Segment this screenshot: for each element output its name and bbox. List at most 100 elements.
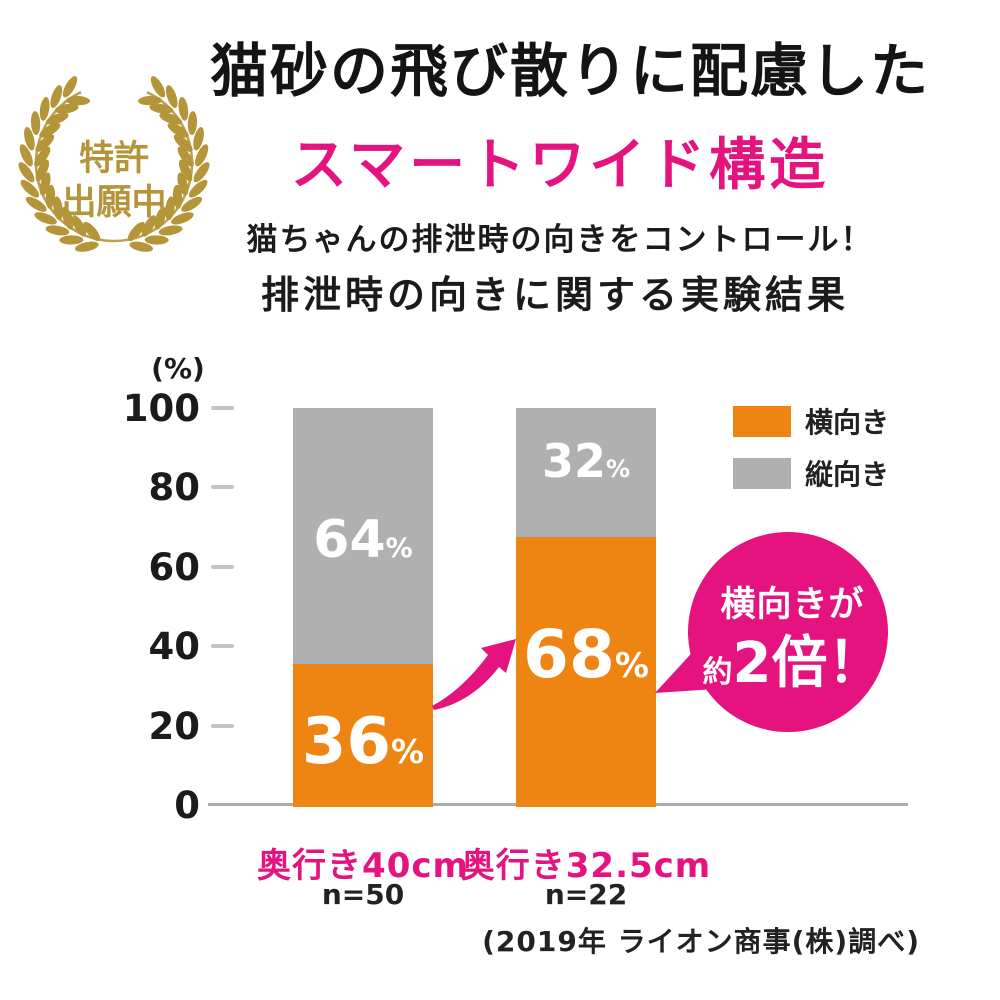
wreath-leaf <box>149 103 174 114</box>
wreath-leaf <box>83 221 101 242</box>
wreath-leaf <box>50 85 63 109</box>
y-tick-label: 60 <box>148 545 201 589</box>
bar-value-label: 68% <box>516 615 656 693</box>
bar-value-percent-sign: % <box>385 533 413 564</box>
wreath-leaf <box>35 134 55 152</box>
y-tick-dash <box>211 723 234 728</box>
wreath-leaf <box>54 103 79 114</box>
wreath-leaf <box>158 225 183 236</box>
wreath-leaf <box>167 122 189 138</box>
wreath-leaf <box>18 162 35 183</box>
wreath-leaf <box>195 144 209 167</box>
wreath-ring <box>34 91 194 243</box>
wreath-leaf <box>178 96 189 121</box>
wreath-leaf <box>59 235 84 245</box>
wreath-leaf <box>172 184 183 209</box>
category-label: 奥行き40cm <box>257 846 469 886</box>
wreath-leaf <box>66 96 90 106</box>
sub-title-pink: スマートワイド構造 <box>290 133 830 198</box>
category-label: 奥行き32.5cm <box>460 846 712 886</box>
wreath-leaf <box>171 212 194 225</box>
bar-value-label: 36% <box>293 710 433 774</box>
bar-value-number: 68 <box>523 615 615 693</box>
y-tick-dash <box>211 406 234 410</box>
chart-heading: 排泄時の向きに関する実験結果 <box>260 273 849 317</box>
legend-item: 縦向き <box>733 453 889 493</box>
wreath-leaf <box>53 196 63 221</box>
bubble-text-small: 約 <box>702 655 733 690</box>
bar-segment: 64% <box>293 408 433 663</box>
wreath-leaf <box>141 215 156 237</box>
bubble-text-line2: 約2倍！ <box>688 618 898 699</box>
y-tick-dash <box>211 485 234 490</box>
wreath-leaf <box>154 206 167 230</box>
wreath-leaf <box>34 212 57 225</box>
callout-bubble <box>655 532 888 732</box>
wreath-leaf <box>181 196 203 212</box>
legend-label: 横向き <box>805 406 890 439</box>
wreath-leaf <box>75 241 99 252</box>
wreath-leaf <box>25 196 47 212</box>
bar-value-number: 32 <box>541 433 606 488</box>
y-tick-label: 80 <box>148 466 201 510</box>
bar-segment: 68% <box>516 535 656 807</box>
legend-swatch-icon <box>733 457 791 489</box>
wreath-leaf <box>159 112 183 125</box>
bubble-circle <box>688 532 888 732</box>
badge-text-line2: 出願中 <box>61 183 166 223</box>
wreath-leaf <box>144 235 169 245</box>
y-tick-label: 100 <box>122 387 200 430</box>
wreath-leaf <box>62 76 78 98</box>
lead-text: 猫ちゃんの排泄時の向きをコントロール！ <box>246 222 874 258</box>
wreath-leaf <box>129 241 153 252</box>
wreath-leaf <box>173 134 193 152</box>
wreath-leaf <box>20 179 40 198</box>
wreath-leaf <box>24 127 35 151</box>
wreath-leaf <box>19 144 33 167</box>
bar-value-percent-sign: % <box>605 454 631 483</box>
bar-value-percent-sign: % <box>614 645 649 686</box>
main-title: 猫砂の飛び散りに配慮した <box>209 37 930 105</box>
wreath-leaf <box>150 76 166 98</box>
wreath-leaf <box>188 179 208 198</box>
patent-badge: 特許 出願中 <box>18 76 210 252</box>
wreath-leaf <box>187 111 198 136</box>
wreath-leaf <box>35 159 50 182</box>
y-tick-label: 0 <box>174 784 200 827</box>
wreath-leaf <box>193 162 210 183</box>
wreath-leaf <box>45 225 70 236</box>
wreath-leaf <box>45 184 56 209</box>
increase-arrow-icon <box>432 639 516 710</box>
wreath-leaf <box>39 122 61 138</box>
badge-text-line1: 特許 <box>79 139 149 179</box>
legend-item: 横向き <box>733 401 889 441</box>
sample-size-label: n=50 <box>321 878 405 911</box>
bar-value-percent-sign: % <box>390 732 425 772</box>
bar-value-number: 64 <box>313 510 386 570</box>
wreath-leaf <box>39 96 50 121</box>
wreath-leaf <box>178 159 193 182</box>
wreath-leaf <box>45 112 69 125</box>
wreath-leaf <box>34 146 51 167</box>
legend-label: 縦向き <box>805 458 890 491</box>
y-axis-unit: (%) <box>151 352 205 385</box>
wreath-leaf <box>165 196 175 221</box>
bar-value-label: 32% <box>516 438 656 484</box>
wreath-leaf <box>177 146 194 167</box>
source-note: (2019年 ライオン商事(株)調べ) <box>482 925 920 958</box>
legend-swatch-icon <box>733 405 791 437</box>
wreath-leaf <box>61 206 74 230</box>
bar-value-number: 36 <box>301 705 391 780</box>
wreath-leaf <box>30 111 41 136</box>
sample-size-label: n=22 <box>544 878 628 911</box>
wreath-leaf <box>165 85 178 109</box>
wreath-leaf <box>127 221 145 242</box>
bar-segment: 36% <box>293 662 433 807</box>
wreath-leaf <box>138 96 162 106</box>
bar-segment: 32% <box>516 408 656 536</box>
wreath-leaf <box>193 127 204 151</box>
bar-value-label: 64% <box>293 514 433 566</box>
bubble-text-big: 2倍！ <box>732 631 884 696</box>
